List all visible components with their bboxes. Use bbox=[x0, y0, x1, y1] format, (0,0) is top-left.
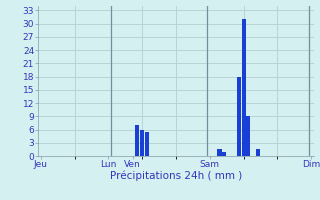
X-axis label: Précipitations 24h ( mm ): Précipitations 24h ( mm ) bbox=[110, 171, 242, 181]
Bar bbox=[135, 125, 140, 156]
Bar bbox=[246, 116, 251, 156]
Bar bbox=[217, 149, 221, 156]
Bar bbox=[242, 19, 246, 156]
Bar bbox=[237, 77, 241, 156]
Bar bbox=[256, 149, 260, 156]
Bar bbox=[145, 132, 149, 156]
Bar bbox=[140, 130, 144, 156]
Bar bbox=[222, 152, 226, 156]
